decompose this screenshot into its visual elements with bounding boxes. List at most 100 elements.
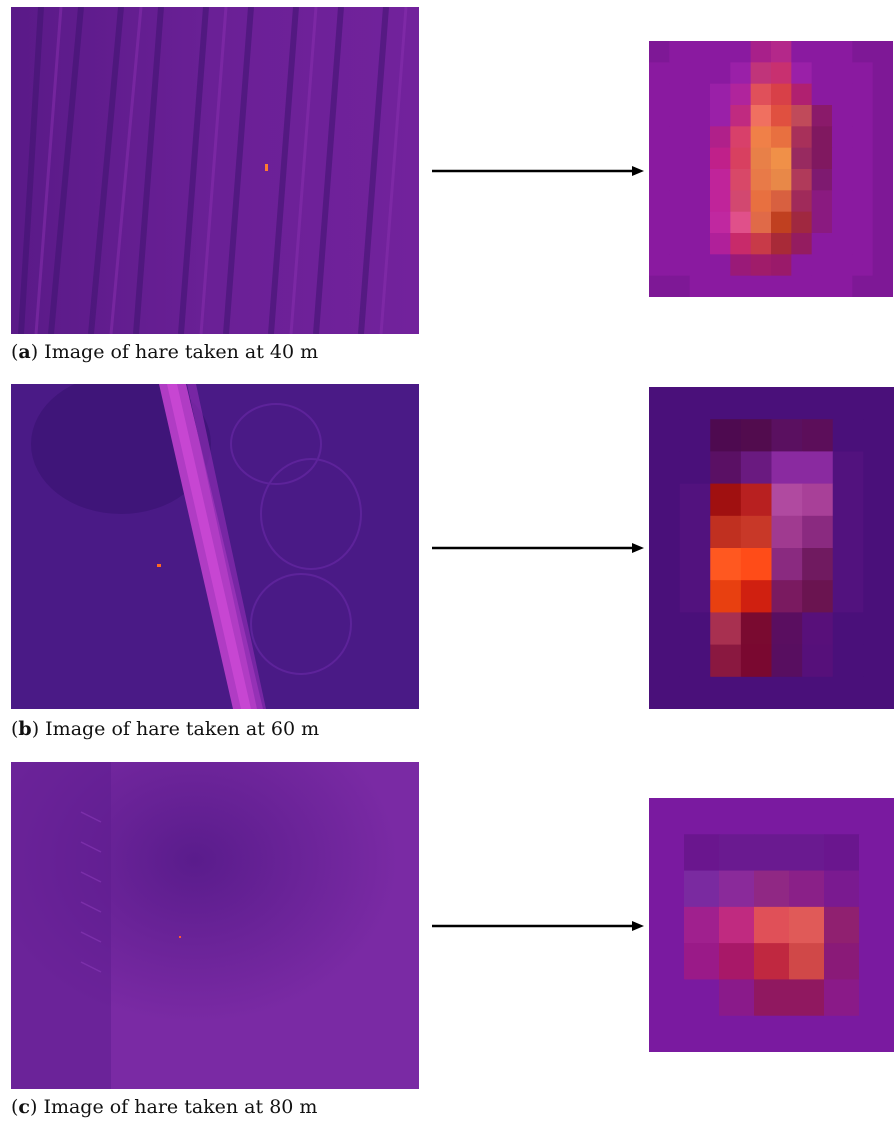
pixel xyxy=(689,275,711,297)
pixel xyxy=(649,644,681,678)
pixel xyxy=(719,979,755,1017)
pixel xyxy=(872,126,893,149)
pixel xyxy=(863,548,894,581)
pixel xyxy=(771,41,792,63)
pixel xyxy=(771,548,803,581)
pixel xyxy=(789,906,825,944)
pixel xyxy=(669,233,691,255)
pixel xyxy=(750,126,772,149)
pixel xyxy=(832,83,853,106)
pixel xyxy=(730,126,752,149)
pixel xyxy=(649,211,670,234)
pixel xyxy=(811,169,833,191)
pixel xyxy=(852,147,874,170)
pixel xyxy=(859,979,894,1017)
pixel xyxy=(679,515,711,549)
pixel xyxy=(832,548,864,581)
pixel xyxy=(649,387,681,420)
pixel xyxy=(649,419,681,453)
pixel xyxy=(689,62,711,85)
pixel xyxy=(750,83,772,106)
pixel xyxy=(771,483,803,517)
pixel xyxy=(649,1015,685,1052)
pixel xyxy=(750,254,772,277)
pixel xyxy=(811,254,833,277)
pixel xyxy=(872,147,893,170)
pixel xyxy=(710,644,742,678)
pixel xyxy=(669,169,691,191)
pixel xyxy=(740,483,773,517)
pixel xyxy=(649,169,670,191)
pixel xyxy=(740,419,773,453)
pixel xyxy=(710,515,742,549)
pixel xyxy=(750,211,772,234)
pixel xyxy=(771,387,803,420)
pixel xyxy=(832,62,853,85)
pixel xyxy=(730,233,752,255)
pixel xyxy=(863,676,894,709)
pixel xyxy=(789,798,825,836)
pixel xyxy=(872,169,893,191)
pixel xyxy=(649,126,670,149)
pixel xyxy=(771,211,792,234)
pixel xyxy=(754,979,790,1017)
pixel xyxy=(740,644,773,678)
pixel xyxy=(791,126,813,149)
pixel xyxy=(824,906,860,944)
pixel xyxy=(740,676,773,709)
pixel xyxy=(811,62,833,85)
pixel xyxy=(730,105,752,127)
pixel xyxy=(649,515,681,549)
pixel xyxy=(832,483,864,517)
pixel xyxy=(649,190,670,213)
pixel xyxy=(824,834,860,872)
pixel xyxy=(824,870,860,908)
pixel xyxy=(802,580,834,614)
pixel xyxy=(852,105,874,127)
pixel xyxy=(669,147,691,170)
pixel xyxy=(872,275,893,297)
pixel xyxy=(689,147,711,170)
pixel xyxy=(754,834,790,872)
pixel xyxy=(832,387,864,420)
pixel xyxy=(859,798,894,836)
pixel xyxy=(710,233,731,255)
pixel xyxy=(730,254,752,277)
pixel xyxy=(730,190,752,213)
pixel xyxy=(750,62,772,85)
pixel xyxy=(863,419,894,453)
pixel xyxy=(649,451,681,485)
pixel xyxy=(863,580,894,614)
pixel xyxy=(684,870,720,908)
pixel xyxy=(740,515,773,549)
pixel xyxy=(684,798,720,836)
pixel xyxy=(649,580,681,614)
pixel xyxy=(730,62,752,85)
pixel xyxy=(811,211,833,234)
pixel xyxy=(791,190,813,213)
pixel xyxy=(832,41,853,63)
pixel xyxy=(679,483,711,517)
pixel xyxy=(730,211,752,234)
pixel xyxy=(689,83,711,106)
pixel xyxy=(791,62,813,85)
pixel xyxy=(771,190,792,213)
pixel xyxy=(669,275,691,297)
pixel xyxy=(771,580,803,614)
pixel xyxy=(811,41,833,63)
pixel xyxy=(669,62,691,85)
pixel xyxy=(771,451,803,485)
pixel xyxy=(669,41,691,63)
pixel xyxy=(811,147,833,170)
pixel xyxy=(789,943,825,981)
pixel xyxy=(684,834,720,872)
pixel xyxy=(750,105,772,127)
pixel xyxy=(669,83,691,106)
pixel xyxy=(689,211,711,234)
pixel xyxy=(754,943,790,981)
pixel xyxy=(811,275,833,297)
hare-crop-60m xyxy=(649,387,894,709)
pixel xyxy=(649,254,670,277)
pixel xyxy=(649,870,685,908)
pixel xyxy=(710,105,731,127)
